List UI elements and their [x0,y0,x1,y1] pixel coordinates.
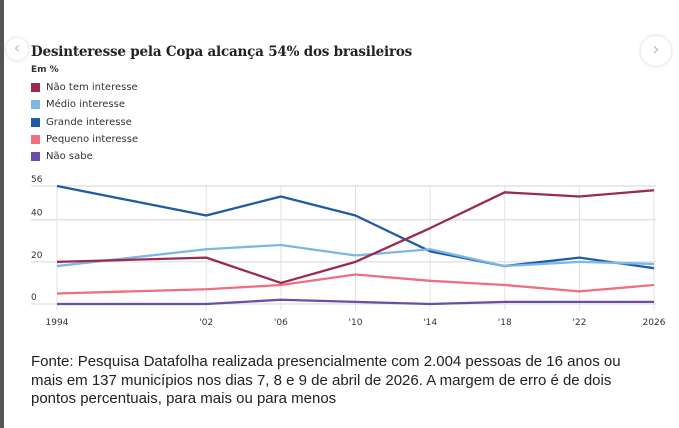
legend-label: Pequeno interesse [46,134,139,146]
chevron-left-icon: ‹ [13,38,21,57]
x-tick-label: '14 [423,318,437,328]
prev-button[interactable]: ‹ [6,38,28,60]
line-chart: 0 20 40 56 1994 '02 '06 '10 '14 '18 '22 2026 [31,175,666,328]
legend-label: Grande interesse [46,116,132,128]
legend-swatch [31,152,40,162]
x-tick-label: '22 [572,318,586,328]
series-line [56,184,655,270]
legend-item: Não tem interesse [31,79,138,96]
x-tick-label: '10 [349,318,363,328]
x-tick-label: 2026 [643,318,666,328]
chevron-right-icon: › [652,39,660,60]
series-line [56,243,655,268]
legend-label: Não tem interesse [46,82,138,94]
chart-title: Desinteresse pela Copa alcança 54% dos b… [31,44,413,60]
series-line [57,298,654,306]
x-tick-label: 1994 [46,318,69,328]
y-tick-label: 56 [31,175,43,185]
window-edge [0,0,4,428]
legend-swatch [31,100,40,110]
y-tick-label: 0 [31,293,37,303]
next-button[interactable]: › [641,36,671,66]
legend-swatch [31,117,40,127]
source-note: Fonte: Pesquisa Datafolha realizada pres… [31,353,621,407]
series-line [56,273,655,295]
x-tick-label: '02 [199,318,213,328]
x-tick-label: '06 [274,318,288,328]
x-tick-label: '18 [498,318,512,328]
legend-item: Grande interesse [31,114,138,131]
legend: Não tem interesse Médio interesse Grande i… [31,79,138,165]
y-tick-label: 40 [31,209,43,219]
legend-label: Médio interesse [46,99,126,111]
legend-label: Não sabe [46,151,93,163]
legend-swatch [31,83,40,93]
legend-swatch [31,135,40,145]
legend-item: Pequeno interesse [31,131,138,148]
series-line [56,189,655,285]
chart-subtitle: Em % [31,65,59,75]
legend-item: Médio interesse [31,96,138,113]
legend-item: Não sabe [31,148,138,165]
y-tick-label: 20 [31,251,43,261]
